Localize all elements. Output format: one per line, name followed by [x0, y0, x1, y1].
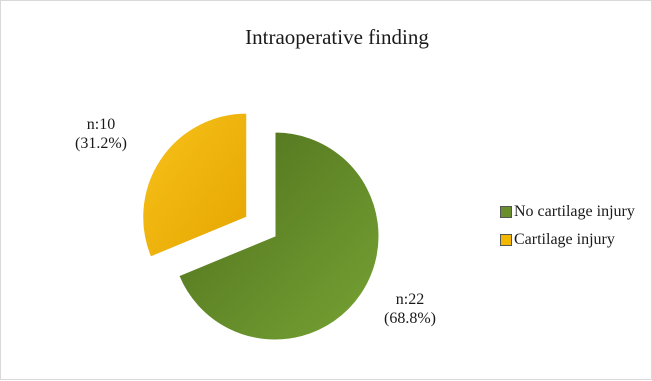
slice-count-label: n:10 — [86, 116, 116, 133]
slice-percent-label: (68.8%) — [384, 310, 436, 327]
chart-legend: No cartilage injury Cartilage injury — [500, 198, 635, 254]
legend-swatch — [500, 234, 512, 246]
legend-item-no-cartilage-injury: No cartilage injury — [500, 198, 635, 226]
legend-swatch — [500, 206, 512, 218]
slice-label-cartilage-injury: n:10 (31.2%) — [75, 115, 127, 153]
slice-percent-label: (31.2%) — [75, 135, 127, 152]
slice-label-no-cartilage-injury: n:22 (68.8%) — [384, 290, 436, 328]
chart-title: Intraoperative finding — [245, 25, 429, 49]
legend-label: No cartilage injury — [514, 203, 635, 220]
legend-label: Cartilage injury — [514, 231, 615, 248]
pie-slice-no-cartilage-injury — [178, 131, 380, 341]
slice-count-label: n:22 — [395, 291, 425, 308]
legend-item-cartilage-injury: Cartilage injury — [500, 226, 635, 254]
pie-slice-cartilage-injury — [142, 112, 248, 258]
